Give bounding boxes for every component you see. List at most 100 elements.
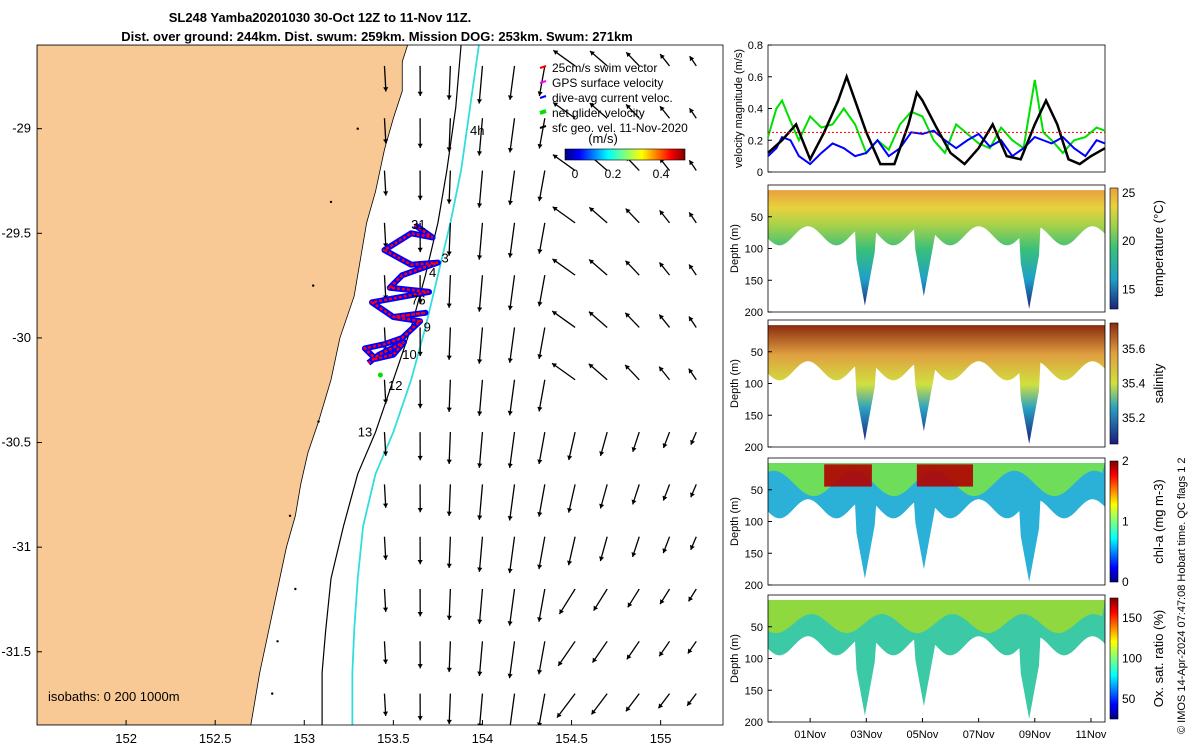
current-vector-arrow — [446, 693, 452, 725]
current-vector-arrow — [552, 206, 576, 224]
figure-title-line-1: SL248 Yamba20201030 30-Oct 12Z to 11-Nov… — [168, 10, 472, 25]
current-vector-arrow — [417, 170, 423, 201]
depth-tick-label: 50 — [751, 212, 763, 224]
current-vector-arrow — [537, 275, 546, 307]
date-tick-label: 07Nov — [963, 729, 995, 741]
track-annotation-label: 3 — [441, 251, 448, 266]
coastal-vector-dot — [276, 640, 279, 643]
current-vector-arrow — [567, 536, 576, 566]
current-vector-arrow — [417, 641, 423, 669]
current-vector-arrow — [688, 264, 697, 276]
colorbar-axis-label: chl-a (mg m-3) — [1151, 479, 1166, 564]
current-vector-arrow — [537, 118, 546, 149]
current-vector-arrow — [507, 641, 516, 679]
velocity-ytick-label: 0.8 — [748, 40, 763, 52]
current-vector-arrow — [590, 693, 608, 715]
current-vector-arrow — [624, 312, 640, 328]
legend-swatch — [539, 95, 547, 99]
current-vector-arrow — [507, 431, 516, 469]
colorbar-label: (m/s) — [588, 131, 618, 146]
isobath-200m — [321, 45, 462, 725]
current-vector-arrow — [537, 588, 546, 622]
current-vector-arrow — [382, 432, 389, 456]
current-vector-arrow — [383, 222, 389, 248]
current-vector-arrow — [659, 105, 671, 119]
legend-entry: dive-avg current veloc. — [552, 91, 673, 105]
current-vector-arrow — [662, 484, 671, 501]
current-vector-arrow — [551, 362, 576, 381]
chl-maximum-patch — [824, 464, 872, 487]
current-vector-arrow — [689, 536, 697, 551]
heatmap-colorbar — [1109, 597, 1119, 720]
current-vector-arrow — [417, 432, 423, 461]
velocity-ylabel: velocity magnitude (m/s) — [733, 49, 745, 168]
current-vector-arrow — [625, 103, 640, 119]
isobath-1000m — [351, 45, 480, 725]
current-vector-arrow — [477, 170, 484, 208]
current-vector-arrow — [631, 484, 640, 505]
heatmap-colorbar — [1109, 187, 1119, 310]
current-vector-arrow — [477, 588, 484, 624]
net-glider-velocity-line — [767, 79, 1106, 155]
colorbar-tick-label: 35.2 — [1122, 411, 1146, 425]
current-vector-arrow — [477, 327, 484, 364]
legend-entry: sfc geo. vel. 11-Nov-2020 — [552, 121, 688, 135]
current-vector-arrow — [686, 693, 697, 707]
legend-swatch — [539, 109, 547, 115]
depth-tick-label: 150 — [745, 548, 763, 560]
track-annotation-label: 31 — [411, 217, 425, 232]
current-vector-arrow — [383, 379, 389, 404]
map-ytick-label: -29.5 — [1, 225, 31, 240]
current-vector-arrow — [589, 102, 608, 119]
depth-tick-label: 150 — [745, 275, 763, 287]
legend-entry: 25cm/s swim vector — [552, 61, 657, 75]
depth-tick-label: 150 — [745, 410, 763, 422]
current-vector-arrow — [552, 154, 576, 172]
current-vector-arrow — [625, 51, 640, 67]
credit-text: © IMOS 14-Apr-2024 07:47:08 Hobart time.… — [1176, 457, 1188, 734]
current-vector-arrow — [659, 209, 671, 224]
current-vector-arrow — [588, 311, 608, 328]
current-vector-arrow — [417, 65, 423, 97]
current-vector-arrow — [658, 366, 671, 381]
glider-track-swim — [362, 223, 439, 365]
colorbar-tick-label: 15 — [1122, 283, 1136, 297]
depth-tick-label: 200 — [745, 307, 763, 319]
map-xtick-label: 152.5 — [199, 731, 232, 746]
map-ytick-label: -30.5 — [1, 435, 31, 450]
coastal-vector-dot — [329, 200, 333, 204]
map-xtick-label: 154 — [472, 731, 494, 746]
track-annotation-label: 4 — [429, 265, 436, 280]
current-vector-arrow — [507, 536, 516, 574]
depth-tick-label: 150 — [745, 685, 763, 697]
map-ytick-label: -29 — [12, 121, 31, 136]
oxygen-surface-layer — [768, 600, 1105, 634]
depth-tick-label: 50 — [751, 347, 763, 359]
map-ytick-label: -31 — [12, 539, 31, 554]
heatmap-panel: 50 100 150 200 Depth (m) 0 1 2 chl-a (mg m-3) — [729, 454, 1166, 592]
current-vector-arrow — [688, 159, 697, 171]
current-vector-arrow — [382, 536, 389, 560]
current-vector-arrow — [507, 222, 516, 258]
current-vector-arrow — [383, 118, 389, 144]
current-vector-arrow — [552, 101, 576, 119]
current-vector-arrow — [477, 484, 484, 520]
current-vector-arrow — [557, 640, 576, 667]
heatmap-panel: 50 100 150 200 Depth (m) 15 20 25 temperature (°… — [729, 184, 1166, 319]
current-vector-arrow — [552, 49, 576, 67]
colorbar-tick-label: 35.6 — [1122, 342, 1146, 356]
current-vector-arrow — [599, 431, 608, 457]
velocity-ytick-label: 0.6 — [748, 72, 763, 84]
current-vector-arrow — [417, 536, 423, 565]
current-vector-arrow — [477, 536, 484, 572]
colorbar-axis-label: temperature (°C) — [1151, 200, 1166, 297]
current-vector-arrow — [446, 275, 452, 308]
current-vector-arrow — [662, 431, 671, 449]
date-tick-label: 05Nov — [907, 729, 939, 741]
legend-swatch — [539, 80, 547, 84]
heatmap-panel: 50 100 150 200 Depth (m) 35.2 35.4 35.6 salinity — [729, 319, 1166, 454]
depth-tick-label: 100 — [745, 517, 763, 529]
current-vector-arrow — [507, 379, 516, 416]
current-vector-arrow — [477, 379, 484, 416]
